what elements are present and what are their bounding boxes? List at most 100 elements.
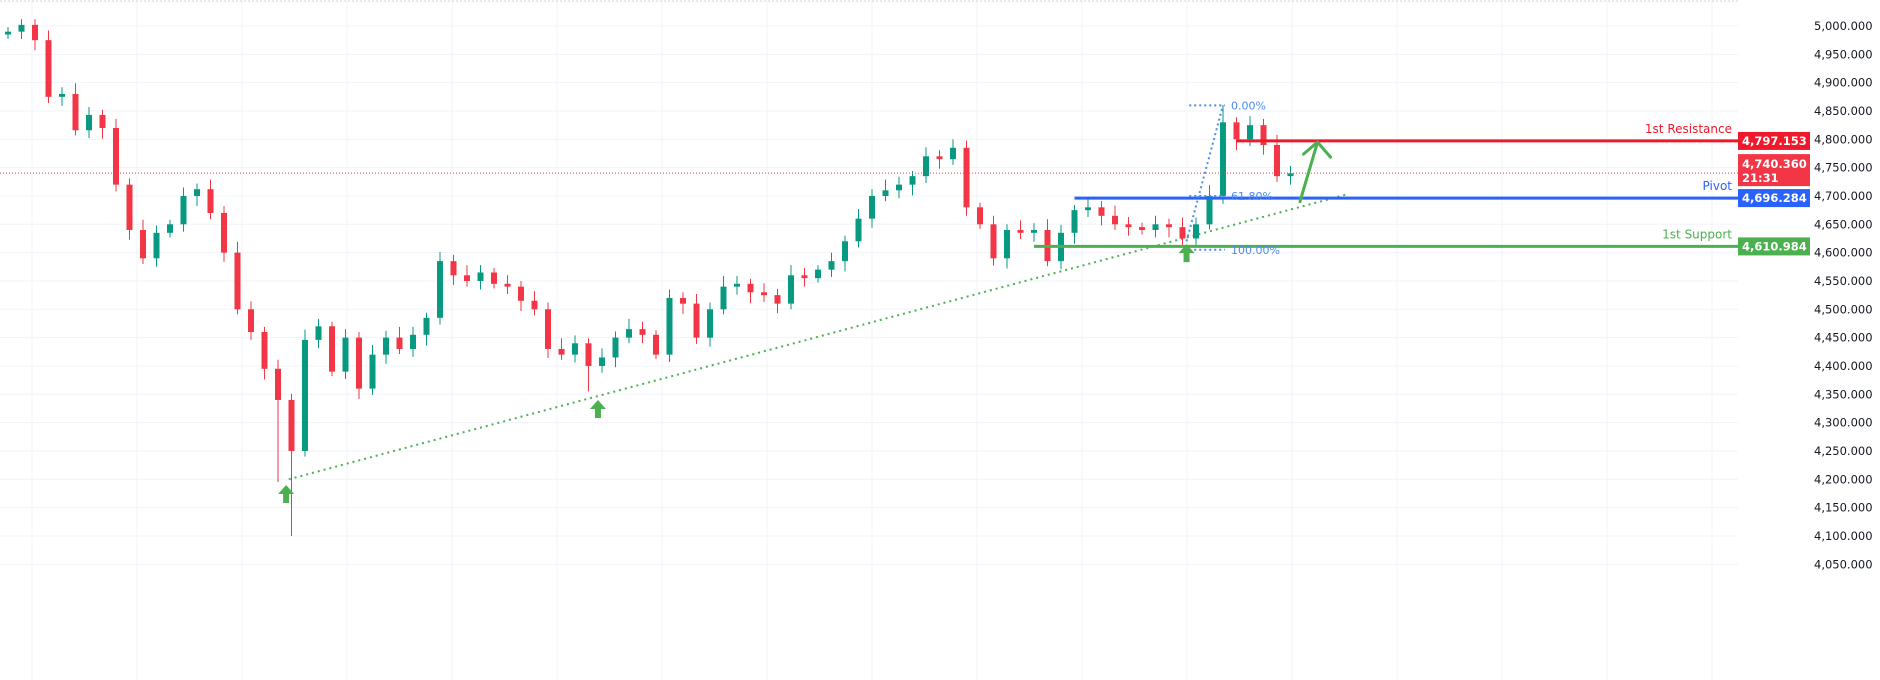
y-tick-label: 4,200.000: [1814, 472, 1873, 486]
candle-body: [45, 40, 52, 97]
candle-body: [221, 212, 227, 253]
candle-body: [626, 329, 632, 338]
fib-level-label: 0.00%: [1231, 99, 1266, 112]
countdown-label: 21:31: [1742, 171, 1779, 185]
candle-body: [1152, 224, 1159, 230]
y-tick-label: 4,600.000: [1814, 246, 1873, 260]
candle-body: [585, 343, 592, 366]
candle-body: [356, 337, 362, 389]
candle-body: [504, 283, 511, 287]
candle-body: [950, 147, 956, 160]
candle-body: [1220, 122, 1226, 196]
current-price-tag: [1738, 154, 1810, 187]
level-label: 1st Resistance: [1645, 122, 1732, 136]
up-arrow-icon: [278, 484, 295, 503]
y-tick-label: 4,650.000: [1814, 217, 1873, 231]
candle-body: [477, 272, 484, 281]
candle-body: [140, 229, 146, 259]
candle-body: [153, 232, 160, 259]
price-axis[interactable]: [1738, 0, 1880, 680]
y-tick-label: 4,150.000: [1814, 501, 1873, 515]
candle-body: [369, 354, 376, 389]
fib-level-label: 61.80%: [1231, 190, 1273, 203]
price-tags: 4,797.153 4,696.284 4,610.984 4,740.36021:3…: [1738, 131, 1810, 256]
candle-body: [828, 261, 835, 270]
candle-body: [666, 297, 673, 355]
y-tick-label: 5,000.000: [1814, 19, 1873, 33]
candle-body: [1085, 207, 1091, 211]
trendline: [288, 193, 1348, 481]
candle-body: [437, 261, 443, 318]
candle-body: [707, 309, 713, 338]
y-tick-label: 4,500.000: [1814, 302, 1873, 316]
candle-body: [842, 241, 848, 262]
candle-body: [599, 357, 605, 366]
candle-body: [1233, 122, 1240, 140]
candle-body: [113, 127, 119, 185]
candle-body: [1031, 229, 1037, 233]
candle-body: [1206, 195, 1213, 225]
candle-body: [990, 224, 997, 259]
candle-body: [288, 399, 295, 451]
candle-body: [869, 195, 875, 219]
levels-layer[interactable]: 1st Resistance Pivot 1st Support: [0, 122, 1738, 248]
candle-body: [261, 331, 268, 369]
candle-body: [167, 224, 173, 233]
current-price-label: 4,740.360: [1742, 157, 1807, 171]
candle-body: [761, 292, 767, 296]
price-tag-label: 4,610.984: [1742, 239, 1807, 253]
candle-body: [653, 334, 659, 355]
candle-body: [5, 31, 11, 35]
y-tick-label: 4,550.000: [1814, 274, 1873, 288]
candle-body: [801, 275, 808, 279]
candle-body: [59, 93, 65, 97]
candle-body: [491, 272, 497, 284]
candle-body: [1017, 229, 1024, 233]
price-tag: [1738, 131, 1810, 150]
candle-body: [572, 343, 578, 355]
candle-body: [896, 184, 902, 191]
candle-body: [774, 295, 781, 304]
candle-body: [531, 300, 538, 310]
candle-body: [342, 337, 349, 372]
fibonacci-retracement[interactable]: 0.00% 61.80% 100.00%: [1185, 99, 1280, 257]
candle-body: [126, 184, 133, 230]
candle-body: [1098, 207, 1105, 216]
price-tag-label: 4,797.153: [1742, 134, 1807, 148]
y-tick-label: 4,850.000: [1814, 104, 1873, 118]
y-tick-label: 4,700.000: [1814, 189, 1873, 203]
candle-body: [383, 337, 389, 355]
candle-body: [32, 24, 38, 41]
candle-body: [720, 286, 727, 310]
candle-body: [1274, 144, 1280, 177]
candle-body: [545, 309, 551, 349]
candle-body: [734, 283, 740, 287]
y-tick-label: 4,250.000: [1814, 444, 1873, 458]
candle-body: [1071, 210, 1078, 233]
candle-body: [1166, 224, 1172, 228]
candle-body: [1112, 215, 1118, 225]
y-tick-label: 4,950.000: [1814, 47, 1873, 61]
candle-body: [207, 189, 214, 213]
y-tick-label: 4,450.000: [1814, 331, 1873, 345]
candle-body: [1260, 125, 1267, 145]
price-tag-label: 4,696.284: [1742, 191, 1807, 205]
candle-body: [693, 303, 700, 338]
candle-body: [612, 337, 619, 358]
candle-body: [518, 286, 524, 301]
fib-trend-line: [1185, 105, 1224, 242]
candle-body: [963, 147, 970, 208]
projection-arrow-icon: [1298, 140, 1332, 204]
candle-body: [1287, 173, 1294, 177]
candle-body: [923, 156, 929, 177]
candle-body: [1247, 125, 1253, 140]
y-tick-label: 4,100.000: [1814, 529, 1873, 543]
candle-body: [315, 326, 322, 340]
y-tick-label: 4,050.000: [1814, 557, 1873, 571]
price-tag: [1738, 189, 1810, 208]
y-tick-label: 4,800.000: [1814, 132, 1873, 146]
candle-body: [329, 326, 335, 372]
candle-body: [747, 283, 754, 293]
candle-body: [450, 261, 457, 276]
